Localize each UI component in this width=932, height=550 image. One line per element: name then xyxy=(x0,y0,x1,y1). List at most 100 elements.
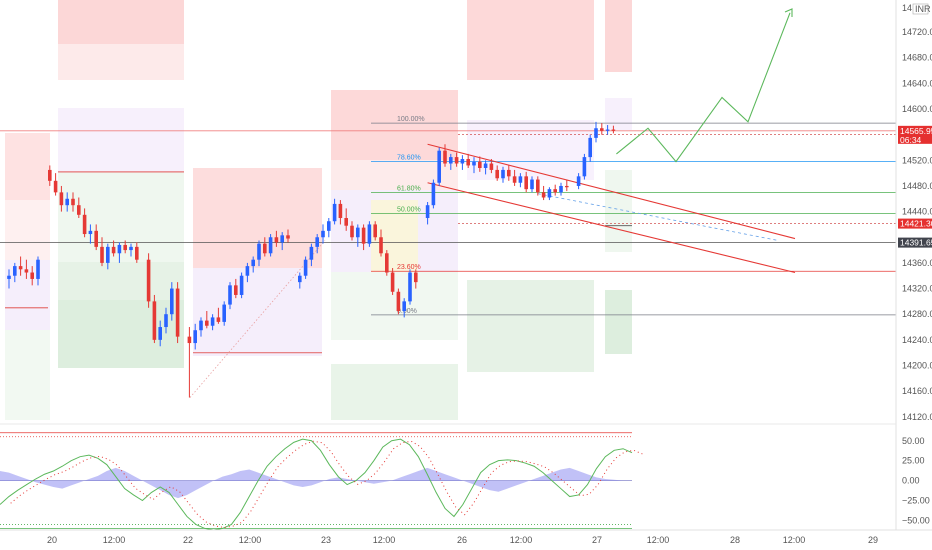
candle-body xyxy=(367,224,372,244)
candle-body xyxy=(541,192,546,198)
candle-body xyxy=(257,243,261,260)
candle-body xyxy=(106,246,110,263)
candle-body xyxy=(205,320,209,326)
time-tick-label: 29 xyxy=(868,535,878,545)
candle-body xyxy=(361,227,366,244)
candle-body xyxy=(425,205,430,219)
projection-path xyxy=(616,12,791,163)
candle-body xyxy=(274,237,279,243)
price-tick-label: 14640.00 xyxy=(902,78,932,88)
zone-box xyxy=(58,300,184,368)
candle-body xyxy=(605,129,610,131)
price-tick-label: 14160.00 xyxy=(902,386,932,396)
price-tick-label: 14280.00 xyxy=(902,309,932,319)
zone-box xyxy=(467,120,594,180)
zone-box xyxy=(605,98,632,130)
candle-body xyxy=(600,128,604,131)
osc-tick-label: −25.00 xyxy=(902,496,930,506)
price-tag-label: 14421.30 xyxy=(900,219,932,229)
candle-body xyxy=(524,176,528,190)
candle-body xyxy=(251,259,255,267)
candle-body xyxy=(460,159,465,164)
candle-body xyxy=(472,161,476,166)
time-tick-label: 12:00 xyxy=(103,535,126,545)
candle-body xyxy=(36,259,40,279)
price-tick-label: 14200.00 xyxy=(902,360,932,370)
candle-body xyxy=(175,288,180,337)
candle-body xyxy=(228,285,232,305)
time-tick-label: 26 xyxy=(457,535,467,545)
candle-body xyxy=(512,176,517,183)
candle-body xyxy=(344,218,348,226)
price-tick-label: 14440.00 xyxy=(902,207,932,217)
candle-body xyxy=(239,275,244,295)
candle-body xyxy=(13,266,17,276)
price-tick-label: 14320.00 xyxy=(902,284,932,294)
candle-body xyxy=(298,275,302,283)
candle-body xyxy=(59,192,64,206)
candle-body xyxy=(117,244,122,254)
candle-body xyxy=(327,221,331,231)
zone-box xyxy=(58,262,184,300)
currency-badge-label: INR xyxy=(915,4,931,14)
candle-body xyxy=(24,269,29,273)
candle-body xyxy=(111,246,116,254)
osc-signal-line xyxy=(0,438,633,531)
candle-body xyxy=(71,198,75,206)
time-tick-label: 12:00 xyxy=(239,535,262,545)
price-tick-label: 14480.00 xyxy=(902,181,932,191)
candle-body xyxy=(576,176,581,186)
time-tick-label: 23 xyxy=(321,535,331,545)
candle-body xyxy=(164,314,168,328)
price-tag-countdown: 06:34 xyxy=(900,135,922,145)
time-tick-label: 20 xyxy=(47,535,57,545)
time-tick-label: 12:00 xyxy=(783,535,806,545)
channel-upper-line xyxy=(427,143,796,240)
candle-body xyxy=(146,259,151,302)
candle-body xyxy=(373,224,377,238)
candle-body xyxy=(199,320,203,331)
candle-body xyxy=(454,157,459,164)
time-tick-label: 12:00 xyxy=(647,535,670,545)
candle-body xyxy=(338,203,343,219)
currency-badge xyxy=(912,3,929,15)
osc-tick-label: 25.00 xyxy=(902,456,925,466)
candle-body xyxy=(547,189,552,198)
fib-label: 0.00% xyxy=(397,308,417,315)
candle-body xyxy=(408,272,412,302)
candle-body xyxy=(518,176,523,183)
candle-body xyxy=(48,169,52,181)
candle-body xyxy=(594,128,598,138)
candle-body xyxy=(303,259,308,276)
osc-tick-label: 50.00 xyxy=(902,436,925,446)
price-tag xyxy=(898,237,932,248)
candle-body xyxy=(466,159,470,166)
candle-body xyxy=(94,230,98,247)
zone-box xyxy=(5,200,50,260)
candle-body xyxy=(396,291,401,311)
candle-body xyxy=(268,237,273,254)
time-tick-label: 22 xyxy=(183,535,193,545)
candle-body xyxy=(129,246,133,251)
zone-box xyxy=(58,44,184,80)
osc-histogram-area xyxy=(0,467,632,499)
zone-box xyxy=(605,0,632,72)
price-tick-label: 14720.00 xyxy=(902,27,932,37)
candle-body xyxy=(193,330,197,344)
candle-body xyxy=(234,285,238,295)
candle-body xyxy=(495,169,499,179)
candle-body xyxy=(315,237,319,247)
fib-label: 100.00% xyxy=(397,116,425,123)
zone-box xyxy=(371,200,418,272)
candle-body xyxy=(158,327,162,340)
candle-body xyxy=(321,230,325,238)
candle-body xyxy=(123,244,127,251)
candle-body xyxy=(53,180,58,193)
candle-body xyxy=(187,336,192,344)
price-tag xyxy=(898,218,932,229)
candle-body xyxy=(309,246,314,260)
candle-body xyxy=(77,205,81,215)
candle-body xyxy=(565,185,569,188)
